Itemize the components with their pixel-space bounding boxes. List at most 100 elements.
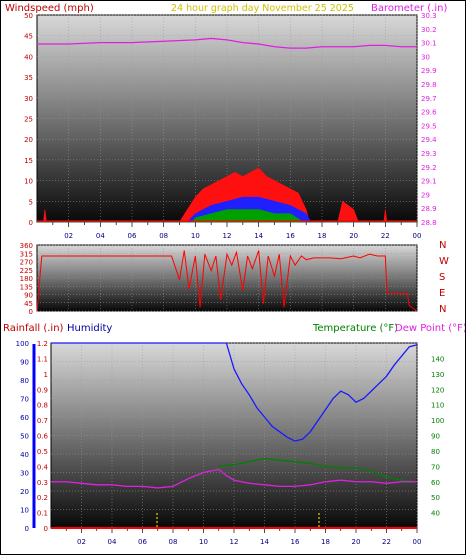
time-tick-label: 20: [352, 538, 361, 546]
direction-series: [36, 250, 418, 312]
barometer-tick-label: 30.1: [421, 40, 437, 48]
humidity-tick-label: 60: [20, 414, 29, 422]
time-tick-label: 06: [128, 232, 137, 240]
time-tick-label: 00: [413, 538, 422, 546]
barometer-tick-label: 30.2: [421, 26, 437, 34]
compass-label: S: [439, 272, 445, 283]
time-tick-label: 16: [286, 232, 295, 240]
direction-tick-label: 45: [24, 300, 33, 308]
barometer-tick-label: 28.8: [421, 219, 437, 227]
temperature-tick-label: 130: [431, 371, 444, 379]
direction-tick-label: 90: [24, 292, 33, 300]
wind-barometer-series: [37, 37, 417, 223]
time-tick-label: 06: [138, 538, 147, 546]
barometer-tick-labels: 28.8 28.9 29 29.1 29.2 29.3 29.4 29.5 29.6 29.7 29…: [421, 12, 437, 227]
humidity-line: [51, 342, 418, 442]
time-tick-label: 10: [191, 232, 200, 240]
rainfall-tick-label: 1.2: [37, 340, 48, 348]
time-tick-label: 02: [64, 232, 73, 240]
temperature-tick-label: 140: [431, 355, 444, 363]
time-tick-label: 16: [291, 538, 300, 546]
barometer-tick-label: 29.8: [421, 81, 437, 89]
rainfall-tick-label: 0.9: [37, 386, 48, 394]
barometer-tick-label: 29: [421, 191, 430, 199]
dewpoint-line: [51, 468, 417, 489]
temperature-tick-label: 80: [431, 448, 440, 456]
direction-tick-label: 360: [20, 242, 33, 250]
windspeed-tick-label: 20: [24, 136, 33, 144]
windspeed-tick-label: 0: [29, 219, 33, 227]
barometer-tick-label: 28.9: [421, 205, 437, 213]
barometer-tick-label: 29.6: [421, 109, 437, 117]
humidity-tick-label: 20: [20, 488, 29, 496]
windspeed-tick-label: 50: [24, 12, 33, 20]
time-tick-label: 00: [413, 232, 422, 240]
humidity-tick-label: 80: [20, 377, 29, 385]
temperature-tick-label: 90: [431, 433, 440, 441]
barometer-tick-label: 29.2: [421, 164, 437, 172]
compass-label: N: [439, 240, 446, 251]
rainfall-tick-label: 1: [44, 371, 48, 379]
rainfall-tick-label: 0.4: [37, 463, 49, 471]
windspeed-axis-title: Windspeed (mph): [5, 3, 94, 14]
temperature-tick-labels: 40 50 60 70 80 90 100 110 120 130 140: [431, 355, 444, 517]
compass-label: E: [439, 288, 445, 299]
direction-tick-label: 180: [20, 275, 33, 283]
rain-grid: [51, 342, 418, 533]
rainfall-tick-label: 0.3: [37, 479, 48, 487]
windspeed-tick-label: 15: [24, 157, 33, 165]
windspeed-tick-label: 10: [24, 178, 33, 186]
temperature-line: [218, 457, 418, 483]
rainfall-tick-label: 0.5: [37, 448, 48, 456]
humidity-axis-title: Humidity: [67, 323, 112, 334]
windspeed-tick-label: 30: [24, 95, 33, 103]
time-tick-label: 12: [223, 232, 232, 240]
time-tick-label: 14: [260, 538, 269, 546]
rainfall-tick-label: 0: [44, 525, 48, 533]
dewpoint-axis-title: Dew Point (°F): [395, 323, 465, 334]
humidity-tick-label: 0: [25, 525, 29, 533]
rainfall-axis-title: Rainfall (.in): [3, 323, 64, 334]
barometer-tick-label: 29.5: [421, 122, 437, 130]
time-tick-label: 20: [349, 232, 358, 240]
humidity-tick-label: 70: [20, 396, 29, 404]
rainfall-tick-label: 0.8: [37, 402, 48, 410]
temperature-tick-label: 60: [431, 479, 440, 487]
time-tick-label: 18: [318, 232, 327, 240]
temperature-axis-title: Temperature (°F): [312, 323, 398, 334]
humidity-tick-label: 10: [20, 507, 29, 515]
rainfall-tick-label: 1.1: [37, 355, 48, 363]
humidity-tick-label: 50: [20, 433, 29, 441]
time-tick-label: 22: [382, 538, 391, 546]
time-tick-label: 14: [254, 232, 263, 240]
rain-humidity-temp-series: [51, 342, 418, 529]
time-tick-label: 18: [321, 538, 330, 546]
direction-line: [36, 250, 418, 312]
barometer-tick-label: 30: [421, 53, 430, 61]
chart-title: 24 hour graph day November 25 2025: [171, 3, 354, 14]
rainfall-tick-labels: 0 0.1 0.2 0.3 0.4 0.5 0.6 0.7 0.8 0.9 1 1.1 1.2: [37, 340, 49, 533]
humidity-tick-label: 90: [20, 359, 29, 367]
temperature-tick-label: 110: [431, 402, 444, 410]
barometer-tick-label: 30.3: [421, 12, 437, 20]
direction-grid: [37, 244, 418, 312]
rainfall-tick-label: 0.7: [37, 417, 48, 425]
direction-tick-label: 0: [29, 308, 33, 316]
humidity-tick-label: 40: [20, 451, 29, 459]
time-tick-label: 04: [96, 232, 105, 240]
barometer-tick-label: 29.9: [421, 67, 437, 75]
humidity-tick-label: 100: [16, 340, 29, 348]
barometer-line: [37, 37, 417, 49]
windspeed-tick-label: 35: [24, 74, 33, 82]
temperature-tick-label: 100: [431, 417, 444, 425]
humidity-tick-label: 30: [20, 470, 29, 478]
windspeed-tick-label: 25: [24, 116, 33, 124]
humidity-tick-labels: 0 10 20 30 40 50 60 70 80 90 100: [16, 340, 29, 533]
compass-label: W: [439, 256, 449, 267]
time-tick-label: 02: [77, 538, 86, 546]
compass-label: N: [439, 304, 446, 315]
time-tick-label: 04: [108, 538, 117, 546]
barometer-tick-label: 29.3: [421, 150, 437, 158]
